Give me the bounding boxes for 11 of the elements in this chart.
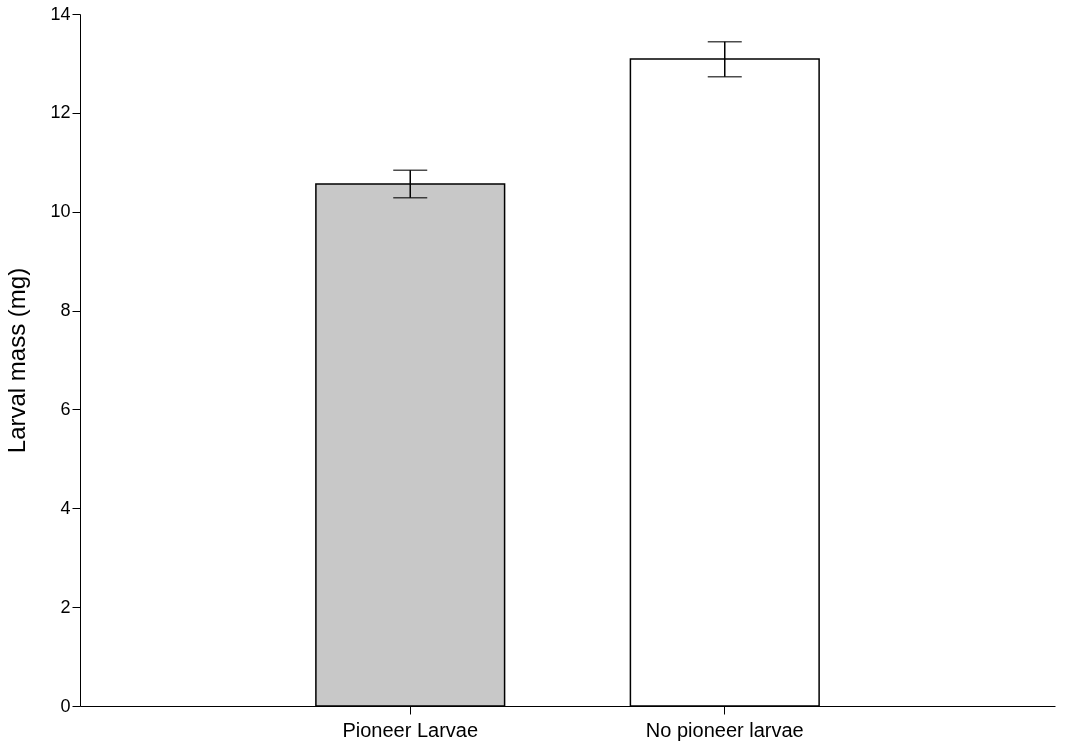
y-tick-label: 6: [60, 398, 71, 419]
y-tick-label: 12: [50, 102, 71, 123]
y-tick-label: 0: [60, 695, 71, 716]
x-tick-label: Pioneer Larvae: [342, 718, 479, 741]
x-tick-label: No pioneer larvae: [645, 718, 804, 741]
y-tick-label: 10: [50, 201, 71, 222]
y-tick-label: 14: [50, 3, 71, 24]
y-tick-label: 4: [60, 497, 71, 518]
y-tick-label: 2: [60, 596, 71, 617]
y-tick-label: 8: [60, 300, 71, 321]
y-axis-title: Larval mass (mg): [3, 267, 31, 454]
